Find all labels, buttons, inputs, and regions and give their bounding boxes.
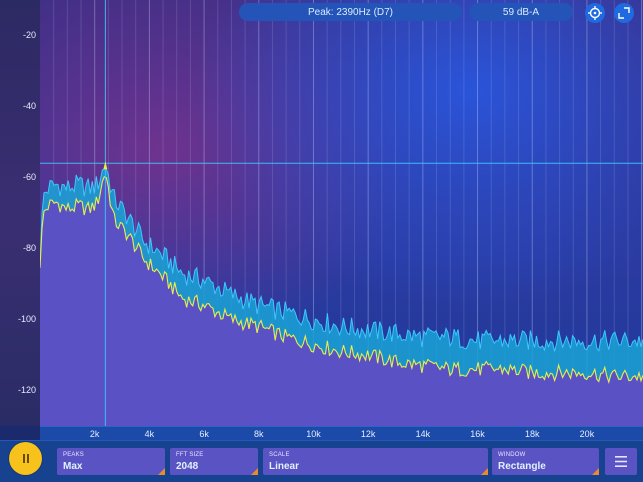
db-tick-label: -80 bbox=[22, 242, 36, 253]
frequency-tick-label: 14k bbox=[415, 429, 431, 439]
peaks-selector[interactable]: PEAKS Max bbox=[57, 448, 165, 475]
scale-value: Linear bbox=[269, 461, 300, 472]
fullscreen-button[interactable] bbox=[614, 3, 634, 23]
frequency-tick-label: 20k bbox=[579, 429, 595, 439]
hamburger-menu-icon bbox=[615, 456, 627, 467]
window-selector[interactable]: WINDOW Rectangle bbox=[492, 448, 599, 475]
frequency-tick-label: 12k bbox=[360, 429, 376, 439]
window-value: Rectangle bbox=[498, 461, 546, 472]
db-tick-label: -120 bbox=[17, 384, 36, 395]
spectrum-plot[interactable] bbox=[40, 0, 643, 426]
db-tick-label: -20 bbox=[22, 29, 36, 40]
window-label: WINDOW bbox=[498, 452, 526, 458]
fft-size-value: 2048 bbox=[176, 461, 199, 472]
scale-selector[interactable]: SCALE Linear bbox=[263, 448, 488, 475]
db-axis: -20 -40 -60 -80 -100 -120 bbox=[0, 0, 40, 426]
db-tick-label: -60 bbox=[22, 171, 36, 182]
frequency-tick-label: 18k bbox=[524, 429, 540, 439]
crosshair-icon bbox=[588, 6, 602, 20]
spectrum-chart[interactable] bbox=[40, 0, 643, 426]
pause-button[interactable] bbox=[9, 442, 42, 475]
peaks-value: Max bbox=[63, 461, 83, 472]
fft-size-selector[interactable]: FFT SIZE 2048 bbox=[170, 448, 258, 475]
dropdown-corner-marker bbox=[158, 468, 165, 475]
peak-frequency-text: Peak: 2390Hz (D7) bbox=[307, 6, 394, 18]
frequency-axis: 2k 4k 6k 8k 10k 12k 14k 16k 18k 20k bbox=[40, 426, 643, 441]
dropdown-corner-marker bbox=[481, 468, 488, 475]
frequency-tick-label: 2k bbox=[89, 429, 100, 439]
frequency-tick-label: 6k bbox=[199, 429, 209, 439]
bottom-toolbar: PEAKS Max FFT SIZE 2048 SCALE Linear WIN… bbox=[0, 440, 643, 482]
fft-size-label: FFT SIZE bbox=[176, 452, 204, 458]
spectrum-line bbox=[40, 175, 643, 385]
peaks-label: PEAKS bbox=[63, 452, 85, 458]
fullscreen-icon bbox=[618, 7, 630, 19]
frequency-tick-label: 10k bbox=[306, 429, 321, 439]
sound-level-readout: 59 dB-A bbox=[469, 3, 573, 21]
peak-hold-button[interactable] bbox=[585, 3, 605, 23]
frequency-tick-label: 8k bbox=[254, 429, 264, 439]
dropdown-corner-marker bbox=[592, 468, 599, 475]
db-tick-label: -100 bbox=[17, 313, 36, 324]
dropdown-corner-marker bbox=[251, 468, 258, 475]
frequency-tick-label: 4k bbox=[144, 429, 155, 439]
peak-frequency-readout: Peak: 2390Hz (D7) bbox=[239, 3, 462, 21]
menu-button[interactable] bbox=[605, 448, 637, 475]
scale-label: SCALE bbox=[269, 452, 290, 458]
frequency-tick-label: 16k bbox=[470, 429, 485, 439]
peak-hold-line bbox=[40, 168, 643, 352]
sound-level-text: 59 dB-A bbox=[502, 6, 540, 18]
pause-icon bbox=[22, 450, 30, 468]
peak-spike bbox=[103, 161, 108, 170]
spectrum-area bbox=[40, 176, 643, 426]
db-tick-label: -40 bbox=[22, 100, 36, 111]
